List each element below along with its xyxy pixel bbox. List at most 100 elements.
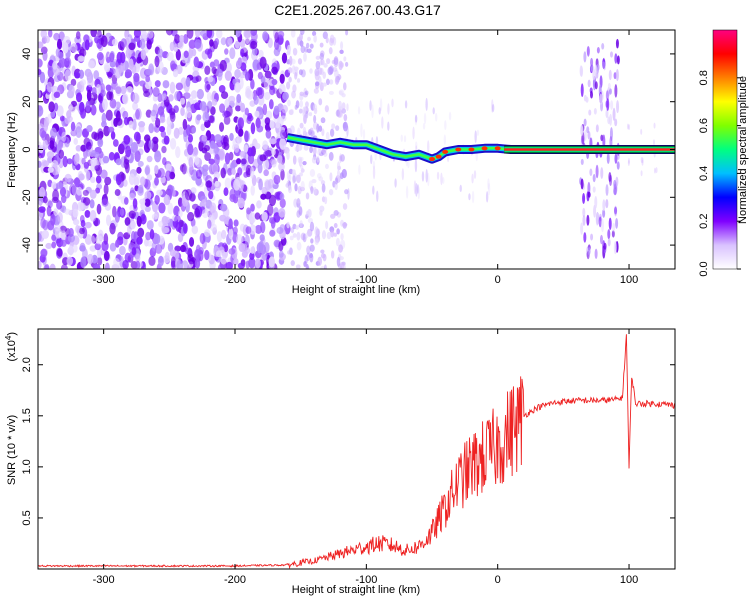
x-tick-label: 100	[620, 274, 638, 286]
spectrogram-cell	[117, 231, 124, 241]
spectrogram-cell	[178, 210, 183, 218]
spectrogram-cell	[605, 184, 609, 196]
spectrogram-cell	[146, 240, 153, 247]
spectrogram-cell	[583, 232, 587, 243]
spectrogram-cell	[299, 220, 303, 228]
spectrogram-cell	[174, 215, 181, 225]
spectrogram-cell	[91, 87, 98, 95]
spectrogram-cell	[146, 174, 153, 181]
spectrogram-cell	[217, 263, 225, 269]
spectrogram-cell	[201, 199, 207, 207]
spectrogram-cell	[296, 174, 301, 184]
spectrogram-cell	[287, 99, 291, 107]
spectrogram-cell	[76, 186, 83, 196]
spectrogram-cell	[161, 145, 167, 154]
spectrogram-cell	[165, 170, 172, 182]
spectrogram-cell	[304, 46, 308, 53]
spectrogram-cell	[300, 69, 306, 78]
spectrogram-cell	[326, 58, 331, 65]
spectrogram-cell	[38, 58, 43, 68]
spectrogram-cell	[476, 129, 480, 136]
spectrogram-cell	[261, 250, 268, 261]
spectrogram-cell	[133, 131, 141, 142]
spectrogram-cell	[46, 205, 52, 217]
spectrogram-cell	[105, 109, 113, 121]
spectrogram-cell	[298, 108, 303, 114]
spectrogram-cell	[332, 36, 337, 46]
spectrogram-cell	[84, 221, 92, 229]
spectrogram-cell	[610, 100, 614, 110]
spectrogram-cell	[218, 148, 226, 161]
spectrogram-cell	[111, 38, 118, 46]
spectrogram-cell	[53, 102, 59, 112]
spectrogram-cell	[104, 176, 112, 186]
spectrogram-cell	[417, 186, 421, 200]
spectrogram-cell	[304, 90, 309, 96]
spectrogram-cell	[240, 158, 247, 165]
spectrogram-cell	[329, 128, 335, 137]
spectrogram-cell	[336, 169, 341, 178]
spectrogram-cell	[183, 50, 189, 59]
spectrogram-cell	[421, 171, 425, 182]
x-tick-label: -100	[355, 574, 377, 586]
spectrogram-cell	[174, 90, 181, 102]
spectrogram-cell	[42, 50, 48, 62]
spectrogram-cell	[87, 78, 94, 88]
spectrogram-cell	[58, 31, 65, 41]
spectrogram-cell	[340, 233, 344, 241]
spectrogram-cell	[228, 95, 236, 104]
spectrogram-cell	[202, 111, 210, 122]
spectrogram-cell	[239, 48, 245, 57]
spectrogram-cell	[292, 84, 297, 93]
spectrogram-cell	[234, 30, 241, 38]
spectrogram-cell	[191, 225, 199, 235]
spectrogram-cell	[614, 153, 618, 164]
spectrogram-cell	[586, 214, 590, 226]
spectrogram-cell	[55, 182, 64, 190]
spectrogram-cell	[580, 222, 584, 235]
spectrogram-cell	[427, 140, 430, 153]
spectrogram-cell	[139, 38, 146, 50]
spectrogram-cell	[247, 147, 254, 157]
spectrogram-cell	[114, 211, 120, 223]
spectrogram-cell	[338, 106, 343, 111]
spectrogram-cell	[403, 135, 407, 143]
spectrogram-cell	[90, 157, 97, 167]
spectrogram-cell	[318, 176, 324, 182]
colorbar-ticks: 0.0 0.2 0.4 0.6 0.8	[698, 70, 741, 277]
spectrogram-cell	[72, 208, 79, 218]
spectrogram-cell	[330, 250, 335, 259]
spectrogram-cell	[336, 228, 340, 235]
spectrogram-cell	[273, 47, 281, 57]
spectrogram-cell	[592, 69, 596, 81]
spectrogram-cell	[394, 178, 397, 188]
spectrogram-cell	[468, 193, 471, 201]
spectrogram-cell	[436, 171, 440, 180]
spectrogram-cell	[444, 120, 447, 131]
spectrogram-cell	[341, 93, 346, 98]
track-peak	[481, 146, 488, 151]
spectrogram-cell	[139, 80, 146, 87]
spectrogram-cell	[297, 58, 303, 65]
spectrogram-cell	[323, 264, 327, 269]
spectrogram-cell	[140, 49, 147, 61]
spectrogram-cell	[109, 222, 116, 235]
spectrogram-cell	[292, 155, 297, 165]
spectrogram-cell	[85, 141, 92, 150]
spectrogram-cell	[106, 91, 113, 101]
spectrogram-cell	[213, 144, 219, 155]
spectrogram-cell	[324, 163, 329, 170]
spectrogram-cell	[234, 68, 241, 79]
spectrogram-cell	[321, 183, 326, 193]
spectrogram-cell	[115, 174, 122, 186]
spectrogram-cell	[78, 202, 86, 211]
spectrogram-cell	[309, 221, 315, 232]
spectrogram-cell	[95, 235, 103, 245]
spectrogram-cell	[134, 150, 141, 162]
spectrogram-cell	[246, 207, 251, 215]
spectrogram-cell	[165, 30, 174, 36]
spectrogram-cell	[56, 248, 63, 257]
spectrogram-cell	[38, 68, 42, 76]
spectrogram-cell	[309, 43, 314, 49]
